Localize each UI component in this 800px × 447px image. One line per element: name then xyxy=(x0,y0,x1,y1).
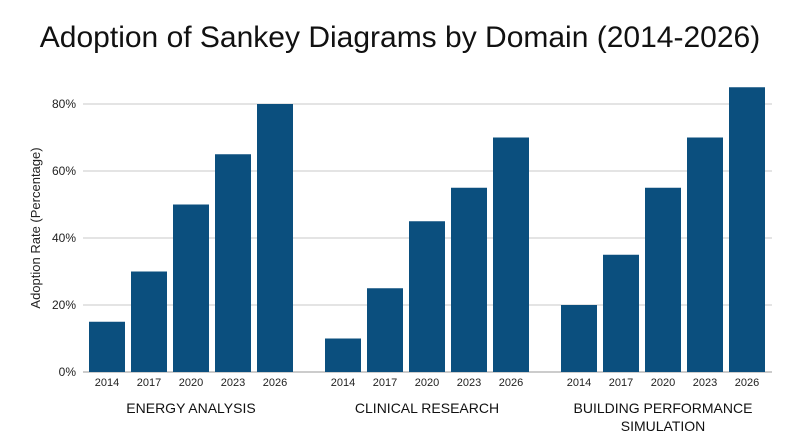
y-tick-label: 40% xyxy=(52,231,76,245)
x-tick-label: 2014 xyxy=(95,377,119,389)
y-tick-label: 80% xyxy=(52,97,76,111)
y-tick-label: 60% xyxy=(52,164,76,178)
x-tick-label: 2017 xyxy=(373,377,397,389)
group-label: BUILDING PERFORMANCE xyxy=(574,400,753,416)
x-tick-label: 2017 xyxy=(137,377,161,389)
bar xyxy=(687,137,723,372)
group-label: CLINICAL RESEARCH xyxy=(355,400,499,416)
bar xyxy=(493,137,529,372)
x-tick-label: 2023 xyxy=(221,377,245,389)
y-tick-label: 20% xyxy=(52,298,76,312)
group-label: SIMULATION xyxy=(621,418,706,434)
bar xyxy=(561,305,597,372)
bar xyxy=(89,321,125,372)
x-tick-label: 2020 xyxy=(415,377,439,389)
bar xyxy=(409,221,445,372)
bar xyxy=(451,187,487,372)
bar xyxy=(215,154,251,372)
x-tick-label: 2026 xyxy=(499,377,523,389)
x-tick-label: 2023 xyxy=(457,377,481,389)
x-tick-label: 2026 xyxy=(735,377,759,389)
x-tick-label: 2014 xyxy=(567,377,591,389)
x-tick-label: 2023 xyxy=(693,377,717,389)
bar xyxy=(325,338,361,372)
bar xyxy=(173,204,209,372)
bar xyxy=(367,288,403,372)
y-axis-title: Adoption Rate (Percentage) xyxy=(28,147,43,308)
x-tick-label: 2020 xyxy=(179,377,203,389)
bars xyxy=(89,87,765,372)
bar xyxy=(603,254,639,372)
x-tick-label: 2026 xyxy=(263,377,287,389)
group-label: ENERGY ANALYSIS xyxy=(126,400,255,416)
bar xyxy=(645,187,681,372)
x-tick-label: 2014 xyxy=(331,377,355,389)
bar xyxy=(729,87,765,372)
bar xyxy=(131,271,167,372)
y-tick-label: 0% xyxy=(59,365,77,379)
x-tick-label: 2020 xyxy=(651,377,675,389)
bar xyxy=(257,104,293,372)
chart-title: Adoption of Sankey Diagrams by Domain (2… xyxy=(39,21,761,54)
x-tick-label: 2017 xyxy=(609,377,633,389)
labels: 0% 20% 40% 60% 80% 2014 2017 2020 2023 2026 ENERGY… xyxy=(52,97,759,434)
